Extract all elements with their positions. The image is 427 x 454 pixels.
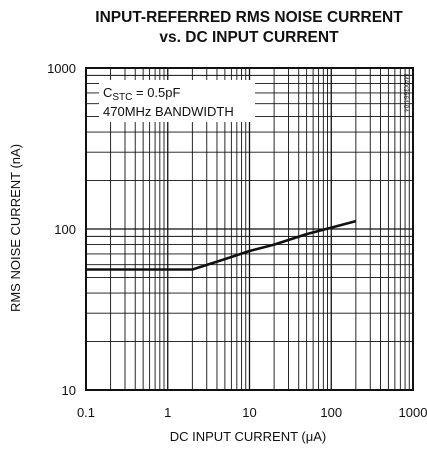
annotation-box — [99, 80, 255, 122]
series-line-1 — [86, 219, 357, 271]
annotation-capacitance-value: = 0.5pF — [132, 85, 180, 100]
y-axis-label: RMS NOISE CURRENT (nA) — [8, 144, 23, 312]
annotation-capacitance: CSTC = 0.5pF — [103, 85, 181, 103]
figure-code: MAX3664-04 — [402, 74, 409, 112]
x-tick-label: 100 — [320, 405, 342, 420]
y-tick-label: 10 — [62, 383, 76, 398]
chart-title-line-2: vs. DC INPUT CURRENT — [159, 29, 339, 46]
x-tick-label: 1 — [164, 405, 171, 420]
y-tick-label: 100 — [54, 222, 76, 237]
x-tick-label: 1000 — [399, 405, 427, 420]
x-tick-label: 0.1 — [77, 405, 95, 420]
annotation-bandwidth: 470MHz BANDWIDTH — [103, 104, 234, 119]
annotation-c: C — [103, 85, 112, 100]
chart-title-line-1: INPUT-REFERRED RMS NOISE CURRENT — [95, 9, 403, 26]
y-tick-labels: 10 100 1000 — [47, 61, 76, 398]
annotation-stc-subscript: STC — [112, 92, 132, 103]
plot-frame — [85, 67, 414, 391]
x-tick-label: 10 — [242, 405, 256, 420]
x-axis-label: DC INPUT CURRENT (μA) — [170, 429, 327, 444]
x-tick-labels: 0.1 1 10 100 1000 — [77, 405, 427, 420]
y-tick-label: 1000 — [47, 61, 76, 76]
series-group — [86, 219, 357, 271]
